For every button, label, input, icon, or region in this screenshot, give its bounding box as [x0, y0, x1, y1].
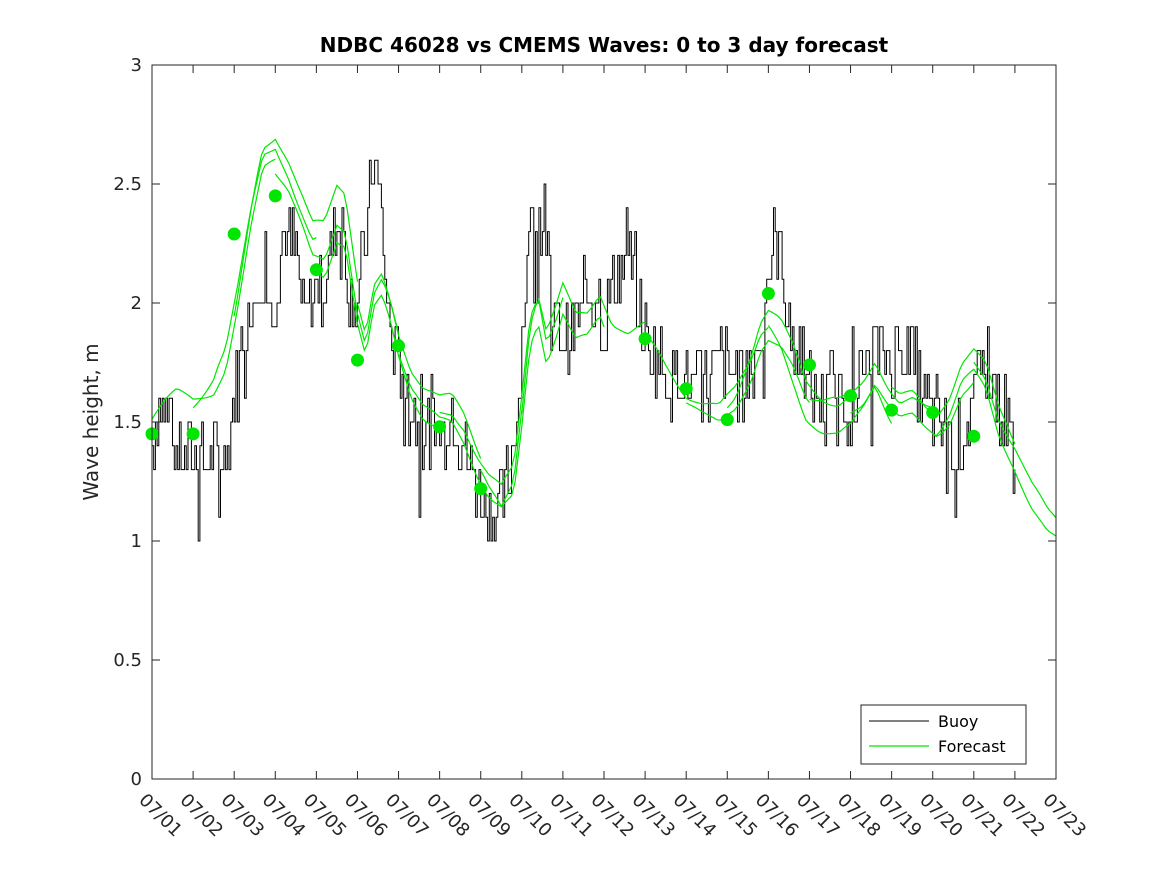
x-tick-label: 07/01 [134, 790, 186, 842]
plot-area [145, 138, 1057, 542]
x-tick-label: 07/21 [956, 790, 1008, 842]
forecast-run-line [891, 348, 1016, 445]
forecast-point [679, 382, 693, 396]
forecast-run-line [274, 173, 400, 343]
legend-box [860, 704, 1027, 765]
x-tick-label: 07/12 [586, 790, 638, 842]
forecast-run-line [480, 312, 605, 508]
y-tick-label: 1 [131, 531, 142, 552]
forecast-point [392, 339, 405, 353]
forecast-point [720, 413, 734, 427]
forecast-point [227, 227, 241, 241]
x-tick-label: 07/17 [792, 790, 844, 842]
legend: Buoy Forecast [860, 704, 1027, 765]
forecast-point [761, 287, 775, 300]
x-tick-label: 07/13 [628, 790, 680, 842]
x-tick-label: 07/04 [258, 790, 310, 842]
chart-title: NDBC 46028 vs CMEMS Waves: 0 to 3 day fo… [320, 33, 889, 57]
forecast-run-line [316, 241, 440, 429]
forecast-point [186, 427, 200, 441]
forecast-point [926, 406, 940, 419]
forecast-run-line [356, 272, 482, 459]
forecast-point [803, 358, 816, 372]
x-tick-label: 07/08 [422, 790, 474, 842]
x-tick-label: 07/11 [545, 790, 597, 842]
x-tick-label: 07/23 [1038, 790, 1090, 842]
x-tick-label: 07/14 [669, 790, 721, 842]
forecast-run-line [973, 361, 1057, 519]
x-tick-label: 07/05 [299, 790, 351, 842]
forecast-point [967, 429, 981, 443]
forecast-run-line [439, 297, 564, 486]
legend-forecast-label: Forecast [938, 737, 1006, 756]
forecast-point [885, 403, 899, 417]
forecast-run-line [151, 158, 276, 420]
forecast-point [268, 189, 282, 203]
forecast-point [474, 482, 488, 496]
x-tick-label: 07/18 [833, 790, 885, 842]
y-tick-label: 0.5 [113, 650, 142, 671]
forecast-run-line [726, 309, 851, 409]
x-tick-label: 07/10 [504, 790, 556, 842]
y-tick-label: 2 [131, 293, 142, 314]
forecast-point [309, 263, 323, 277]
forecast-run-line [809, 362, 933, 409]
legend-buoy-label: Buoy [938, 712, 978, 731]
x-tick-label: 07/02 [176, 790, 228, 842]
y-tick-label: 1.5 [113, 412, 142, 433]
y-axis-label: Wave height, m [79, 343, 103, 500]
buoy-series-line [152, 159, 1016, 542]
forecast-run-line [233, 138, 359, 317]
x-tick-label: 07/09 [463, 790, 515, 842]
forecast-run-line [685, 339, 810, 421]
forecast-point [351, 353, 364, 367]
forecast-run-line [521, 281, 646, 414]
x-tick-label: 07/07 [381, 790, 433, 842]
forecast-point [433, 420, 447, 434]
x-tick-label: 07/06 [340, 790, 392, 842]
forecast-point [844, 389, 857, 403]
y-tick-label: 2.5 [113, 174, 142, 195]
y-axis: 0 0.5 1 1.5 2 2.5 3 [113, 55, 1056, 790]
x-tick-label: 07/22 [997, 790, 1049, 842]
y-tick-label: 3 [131, 55, 142, 76]
x-tick-label: 07/03 [217, 790, 269, 842]
x-tick-label: 07/19 [874, 790, 926, 842]
y-tick-label: 0 [131, 769, 142, 790]
forecast-run-line [850, 382, 975, 438]
forecast-point [638, 332, 652, 346]
forecast-run-line [932, 368, 1057, 537]
x-tick-label: 07/15 [710, 790, 762, 842]
x-tick-label: 07/20 [915, 790, 967, 842]
x-tick-label: 07/16 [751, 790, 803, 842]
